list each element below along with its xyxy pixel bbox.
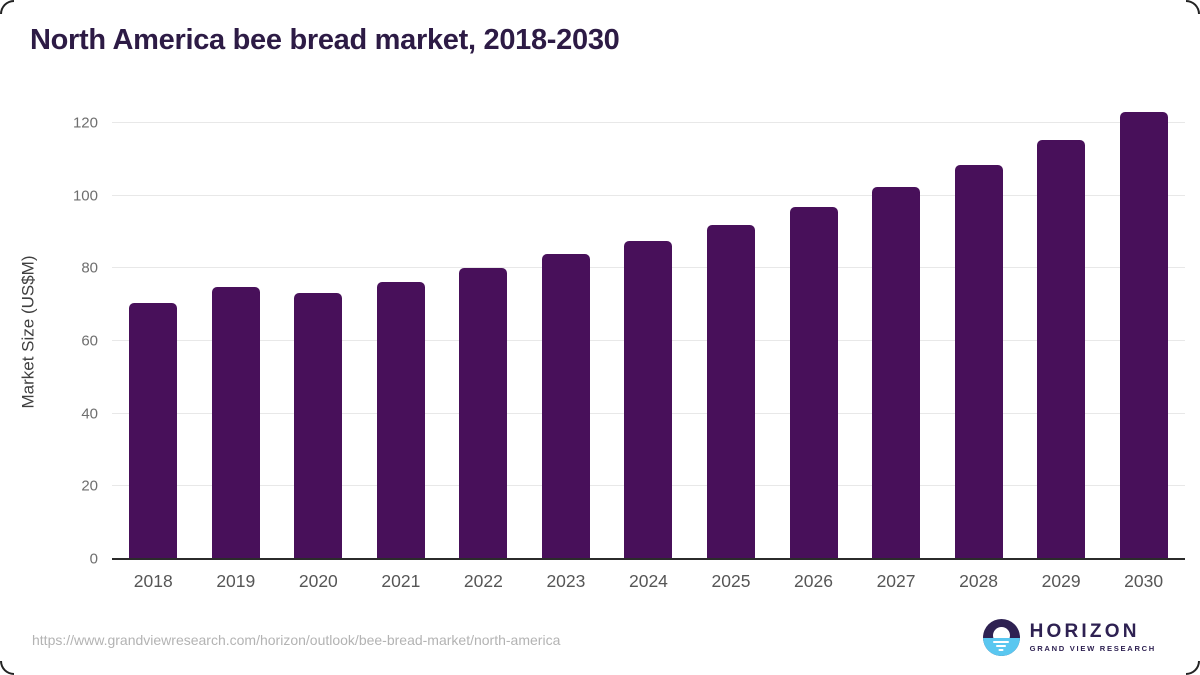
x-tick-label-2020: 2020 [298,571,338,591]
plot-area [112,105,1185,560]
logo-reflection-line [996,645,1007,647]
x-tick-label-2018: 2018 [133,571,173,591]
bar-cell-2029 [1020,105,1103,559]
bar-cell-2028 [937,105,1020,559]
x-tick-label-2019: 2019 [216,571,256,591]
bar-2024 [624,241,673,559]
bar-cell-2027 [855,105,938,559]
brand-subtitle: GRAND VIEW RESEARCH [1029,643,1156,653]
x-tick-label-2029: 2029 [1041,571,1081,591]
rounded-corner-top-right [1186,0,1200,14]
logo-reflection-line [993,641,1010,643]
bar-cell-2030 [1102,105,1185,559]
bar-2021 [376,281,425,559]
bar-cell-2021 [360,105,443,559]
x-axis-line [112,558,1185,560]
rounded-corner-bottom-left [0,661,14,675]
y-axis-title-label: Market Size (US$M) [19,255,38,409]
bar-cell-2018 [112,105,195,559]
brand-footer: HORIZON GRAND VIEW RESEARCH [982,619,1156,656]
bar-2018 [129,302,178,559]
y-tick-label-100: 100 [72,187,98,205]
bar-cell-2022 [442,105,525,559]
source-url: https://www.grandviewresearch.com/horizo… [32,632,561,648]
bar-cell-2019 [195,105,278,559]
x-tick-label-2022: 2022 [463,571,503,591]
logo-water [982,638,1020,656]
x-tick-label-2025: 2025 [711,571,751,591]
brand-name: HORIZON [1029,621,1140,643]
y-tick-label-80: 80 [81,259,98,277]
y-tick-label-60: 60 [81,332,98,350]
x-tick-label-2030: 2030 [1124,571,1164,591]
bar-cell-2023 [525,105,608,559]
bar-cell-2026 [772,105,855,559]
x-tick-label-2023: 2023 [546,571,586,591]
bar-2030 [1119,111,1168,559]
bar-2019 [211,287,260,559]
x-tick-label-2026: 2026 [794,571,833,591]
x-tick-label-2028: 2028 [959,571,999,591]
gridline-120 [112,122,1185,124]
bar-2029 [1037,139,1086,559]
bar-2020 [294,293,343,559]
bar-2025 [706,224,755,559]
x-tick-label-2024: 2024 [628,571,668,591]
chart-title: North America bee bread market, 2018-203… [30,24,620,56]
bar-cell-2024 [607,105,690,559]
x-axis-tick-labels: 2018 2019 2020 2021 2022 2023 2024 2025 2026 2027… [112,571,1185,592]
y-tick-label-120: 120 [72,114,98,132]
bar-cell-2020 [277,105,360,559]
y-axis-tick-labels: 0 20 40 60 80 100 120 [40,105,98,568]
bar-2026 [789,206,838,559]
brand-text: HORIZON GRAND VIEW RESEARCH [1030,622,1156,653]
x-tick-label-2027: 2027 [876,571,916,591]
rounded-corner-bottom-right [1186,661,1200,675]
bar-2022 [459,267,508,559]
y-tick-label-40: 40 [81,405,98,423]
x-tick-label-2021: 2021 [381,571,421,591]
bar-2027 [872,186,921,559]
logo-reflection-line [998,649,1004,651]
y-tick-label-20: 20 [81,477,98,495]
bar-cell-2025 [690,105,773,559]
horizon-sunset-circle-icon [982,619,1020,656]
bar-series [112,105,1185,559]
bar-2023 [541,254,590,559]
y-tick-label-0: 0 [89,550,98,568]
bar-2028 [954,164,1003,559]
rounded-corner-top-left [0,0,14,14]
gridline-100 [112,194,1185,196]
